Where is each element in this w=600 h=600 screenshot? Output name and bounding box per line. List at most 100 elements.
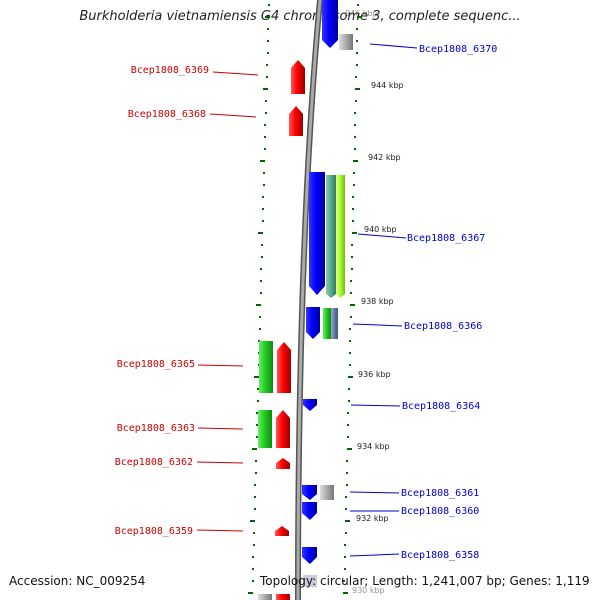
cds-feature[interactable] [276, 410, 290, 448]
cds-feature[interactable] [302, 502, 317, 520]
tick-dot [348, 400, 350, 402]
cds-feature[interactable] [291, 60, 305, 94]
feature-layer [258, 0, 353, 600]
cog-feature[interactable] [258, 410, 272, 448]
cog-feature[interactable] [336, 175, 345, 298]
tick-dot [344, 568, 346, 570]
tick-dot [355, 76, 357, 78]
gene-label-6367[interactable]: Bcep1808_6367 [407, 233, 485, 244]
gene-label-6370[interactable]: Bcep1808_6370 [419, 44, 497, 55]
tick-dot [345, 532, 347, 534]
cog-feature[interactable] [323, 308, 331, 339]
leader-line [197, 364, 244, 367]
cog-feature[interactable] [326, 175, 336, 298]
tick-dot [353, 172, 355, 174]
gene-label-6360[interactable]: Bcep1808_6360 [401, 506, 479, 517]
tick-dot [350, 304, 355, 306]
cds-feature[interactable] [277, 342, 291, 393]
tick-dot [259, 316, 261, 318]
tick-dot [268, 4, 270, 6]
tick-dot [267, 28, 269, 30]
cds-feature[interactable] [289, 106, 303, 136]
tick-dot [349, 328, 351, 330]
tick-dot [264, 148, 266, 150]
tick-dot [344, 556, 346, 558]
cog-feature[interactable] [320, 485, 334, 500]
tick-dot [252, 568, 254, 570]
tick-dot [261, 256, 263, 258]
gene-label-6369[interactable]: Bcep1808_6369 [131, 65, 209, 76]
gene-label-6358[interactable]: Bcep1808_6358 [401, 550, 479, 561]
tick-dot [356, 64, 358, 66]
kbp-label: 932 kbp [356, 514, 389, 523]
gene-label-6362[interactable]: Bcep1808_6362 [115, 457, 193, 468]
cds-feature[interactable] [276, 594, 290, 600]
genome-backbone-highlight [296, 0, 322, 600]
tick-dot [250, 520, 255, 522]
leader-line [352, 323, 403, 327]
tick-dot [348, 376, 353, 378]
tick-dot [267, 40, 269, 42]
leader-line [196, 461, 244, 464]
tick-dot [254, 376, 259, 378]
tick-dot [345, 496, 347, 498]
cds-feature[interactable] [309, 172, 325, 295]
cog-feature[interactable] [258, 594, 272, 600]
cds-feature[interactable] [302, 547, 317, 564]
tick-dot [261, 244, 263, 246]
tick-dot [354, 112, 356, 114]
tick-dot [256, 436, 258, 438]
cds-feature[interactable] [322, 0, 338, 48]
kbp-label: 944 kbp [371, 81, 404, 90]
cds-feature[interactable] [275, 526, 289, 536]
kbp-label: 934 kbp [357, 442, 390, 451]
tick-dot [262, 220, 264, 222]
tick-dot [262, 196, 264, 198]
tick-dot [349, 364, 351, 366]
tick-dot [263, 184, 265, 186]
tick-dot [355, 88, 360, 90]
tick-dot [248, 592, 253, 594]
tick-dot [264, 124, 266, 126]
cds-feature[interactable] [306, 307, 320, 339]
tick-dot [256, 424, 258, 426]
tick-dot [253, 532, 255, 534]
tick-dot [255, 460, 257, 462]
cog-feature[interactable] [259, 341, 273, 393]
tick-dot [356, 40, 358, 42]
tick-dot [256, 304, 261, 306]
cog-feature[interactable] [331, 308, 338, 339]
leader-line [197, 427, 244, 430]
kbp-label: 942 kbp [368, 153, 401, 162]
gene-label-6366[interactable]: Bcep1808_6366 [404, 321, 482, 332]
leader-line [209, 113, 257, 118]
gene-label-6363[interactable]: Bcep1808_6363 [117, 423, 195, 434]
kbp-label: 938 kbp [361, 297, 394, 306]
tick-dot [343, 592, 348, 594]
tick-dot [256, 412, 258, 414]
cds-feature[interactable] [276, 458, 290, 469]
gene-label-6365[interactable]: Bcep1808_6365 [117, 359, 195, 370]
gene-label-6368[interactable]: Bcep1808_6368 [128, 109, 206, 120]
map-title: Burkholderia vietnamiensis G4 chromosome… [79, 9, 521, 24]
gene-label-6361[interactable]: Bcep1808_6361 [401, 488, 479, 499]
tick-dot [356, 52, 358, 54]
leader-line [350, 404, 401, 407]
gene-label-6359[interactable]: Bcep1808_6359 [115, 526, 193, 537]
tick-dot [265, 100, 267, 102]
forward-strand-labels: Bcep1808_6370 Bcep1808_6367 Bcep1808_636… [401, 44, 497, 561]
tick-dot [356, 28, 358, 30]
tick-dot [253, 544, 255, 546]
tick-dot [345, 508, 347, 510]
tick-dot [354, 148, 356, 150]
cds-feature[interactable] [303, 399, 317, 411]
tick-dot [346, 472, 348, 474]
kbp-label-partial: 930 kbp [352, 586, 385, 595]
cog-feature[interactable] [303, 575, 317, 587]
cds-feature[interactable] [302, 485, 317, 500]
tick-dot [348, 388, 350, 390]
tick-dot [357, 4, 359, 6]
gene-label-6364[interactable]: Bcep1808_6364 [402, 401, 480, 412]
cog-feature[interactable] [339, 34, 353, 50]
